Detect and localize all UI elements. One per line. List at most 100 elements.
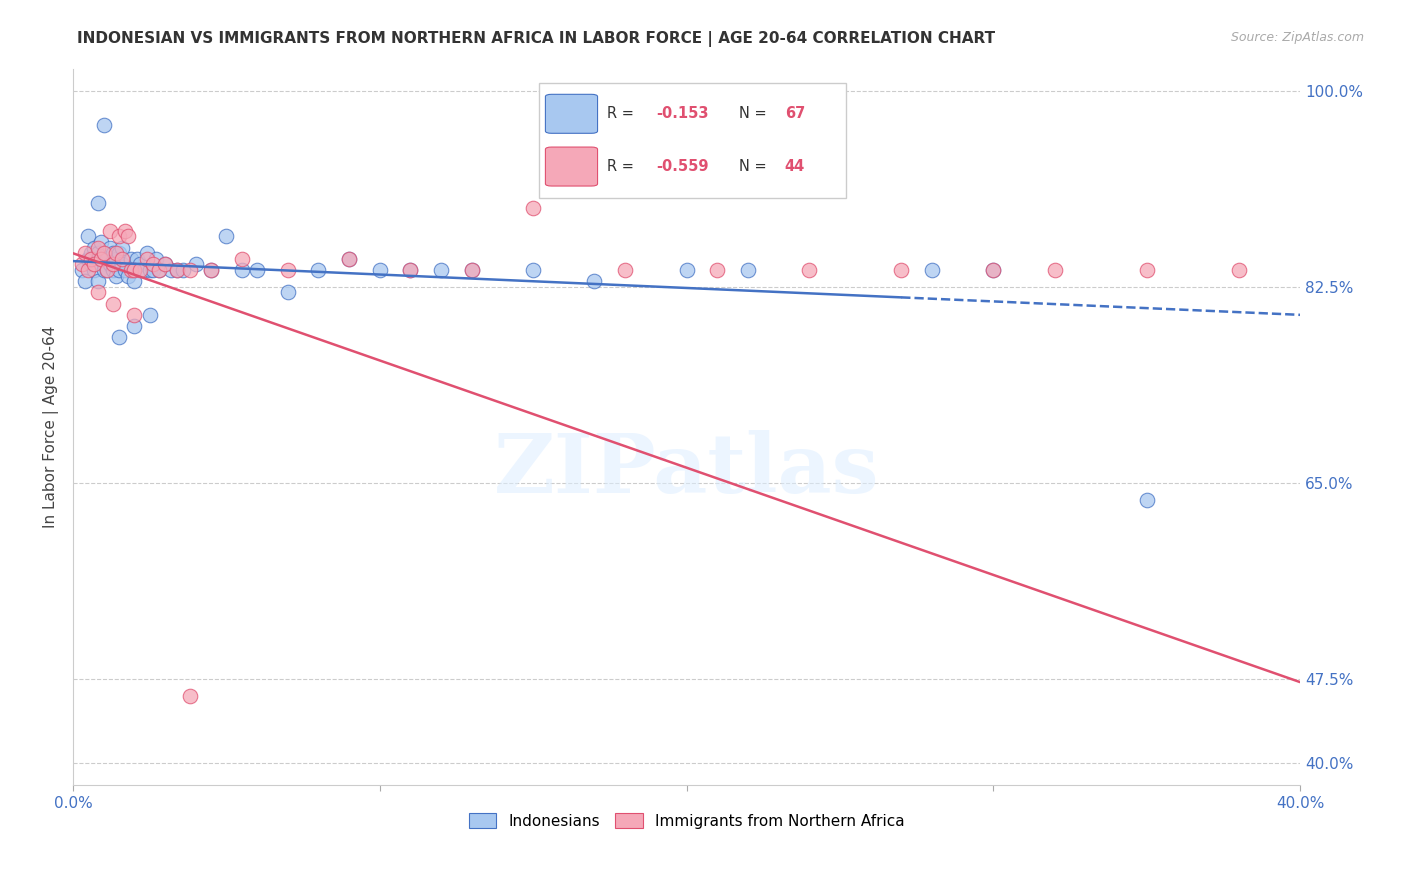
Point <box>215 229 238 244</box>
Point <box>127 252 149 266</box>
Point <box>104 246 127 260</box>
Point <box>77 263 100 277</box>
Point <box>148 263 170 277</box>
Point <box>90 235 112 249</box>
Point <box>86 285 108 300</box>
Point <box>706 263 728 277</box>
Point <box>231 263 253 277</box>
Text: Source: ZipAtlas.com: Source: ZipAtlas.com <box>1230 31 1364 45</box>
Point <box>522 263 544 277</box>
Point <box>138 263 160 277</box>
Point <box>246 263 269 277</box>
Point <box>108 263 131 277</box>
Point <box>1043 263 1066 277</box>
Point <box>153 257 176 271</box>
Point <box>132 263 155 277</box>
Point <box>522 202 544 216</box>
Point <box>86 274 108 288</box>
Point <box>75 246 97 260</box>
Point <box>124 308 146 322</box>
Point <box>70 263 93 277</box>
Point <box>921 263 943 277</box>
Point <box>120 263 142 277</box>
Point <box>101 246 124 260</box>
Point <box>142 257 165 271</box>
Point <box>83 263 105 277</box>
Point <box>124 263 146 277</box>
Point <box>124 274 146 288</box>
Point <box>96 263 118 277</box>
Point <box>166 263 188 277</box>
Point <box>101 263 124 277</box>
Point <box>111 241 134 255</box>
Point <box>93 246 115 260</box>
Point <box>83 257 105 271</box>
Point <box>93 257 115 271</box>
Point <box>98 224 121 238</box>
Point <box>96 252 118 266</box>
Point <box>135 246 157 260</box>
Legend: Indonesians, Immigrants from Northern Africa: Indonesians, Immigrants from Northern Af… <box>463 806 911 835</box>
Point <box>80 246 103 260</box>
Point <box>108 246 131 260</box>
Point <box>737 263 759 277</box>
Point <box>93 118 115 132</box>
Point <box>799 263 821 277</box>
Point <box>153 257 176 271</box>
Point <box>111 257 134 271</box>
Point <box>86 195 108 210</box>
Point <box>461 263 484 277</box>
Point <box>114 224 136 238</box>
Point <box>145 252 167 266</box>
Point <box>80 252 103 266</box>
Point <box>1227 263 1250 277</box>
Point <box>166 263 188 277</box>
Point <box>614 263 637 277</box>
Point <box>70 257 93 271</box>
Point <box>77 252 100 266</box>
Point <box>108 330 131 344</box>
Point <box>160 263 183 277</box>
Point <box>138 308 160 322</box>
Point <box>129 263 152 277</box>
Y-axis label: In Labor Force | Age 20-64: In Labor Force | Age 20-64 <box>44 326 59 528</box>
Text: INDONESIAN VS IMMIGRANTS FROM NORTHERN AFRICA IN LABOR FORCE | AGE 20-64 CORRELA: INDONESIAN VS IMMIGRANTS FROM NORTHERN A… <box>77 31 995 47</box>
Point <box>399 263 422 277</box>
Point <box>80 257 103 271</box>
Point <box>184 257 207 271</box>
Point <box>172 263 194 277</box>
Point <box>111 252 134 266</box>
Point <box>981 263 1004 277</box>
Point <box>117 268 139 283</box>
Point <box>307 263 329 277</box>
Point <box>96 263 118 277</box>
Point <box>1136 492 1159 507</box>
Point <box>337 252 360 266</box>
Point <box>179 689 201 703</box>
Point <box>124 319 146 334</box>
Point <box>114 263 136 277</box>
Point <box>90 252 112 266</box>
Point <box>277 285 299 300</box>
Point <box>142 263 165 277</box>
Point <box>86 246 108 260</box>
Point <box>200 263 222 277</box>
Point <box>117 229 139 244</box>
Point <box>148 263 170 277</box>
Point <box>179 263 201 277</box>
Point <box>104 252 127 266</box>
Point <box>981 263 1004 277</box>
Point <box>430 263 453 277</box>
Point <box>890 263 912 277</box>
Point <box>77 229 100 244</box>
Point <box>231 252 253 266</box>
Point <box>86 241 108 255</box>
Point <box>399 263 422 277</box>
Point <box>583 274 606 288</box>
Point <box>200 263 222 277</box>
Point <box>75 274 97 288</box>
Point <box>101 257 124 271</box>
Point <box>337 252 360 266</box>
Point <box>93 263 115 277</box>
Point <box>83 241 105 255</box>
